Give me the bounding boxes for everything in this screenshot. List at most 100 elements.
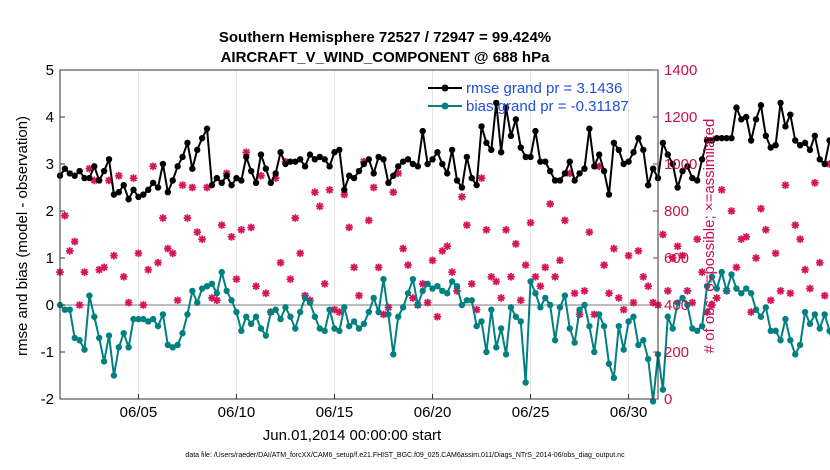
bias-point: [640, 337, 647, 344]
bias-point: [429, 285, 436, 292]
rmse-point: [718, 134, 725, 142]
title-line-1: Southern Hemisphere 72527 / 72947 = 99.4…: [219, 29, 551, 46]
bias-point: [434, 283, 441, 290]
obs-marker: [139, 301, 148, 309]
y-right-tick-label: 800: [664, 203, 689, 220]
obs-marker: [458, 193, 466, 201]
bias-point: [488, 306, 495, 313]
bias-point: [801, 308, 809, 316]
bias-point: [483, 348, 490, 356]
obs-marker: [644, 282, 652, 290]
rmse-point: [649, 165, 657, 172]
obs-marker: [232, 275, 241, 283]
obs-marker: [463, 221, 471, 229]
rmse-point: [689, 174, 696, 182]
obs-marker: [600, 261, 608, 269]
rmse-point: [135, 193, 142, 201]
bias-point: [453, 283, 461, 290]
obs-marker: [291, 214, 300, 222]
obs-marker: [443, 242, 452, 251]
bias-point: [586, 322, 593, 330]
y-right-tick-label: 0: [664, 391, 672, 408]
rmse-point: [664, 151, 671, 158]
bias-point: [105, 332, 113, 339]
bias-point: [267, 308, 274, 316]
rmse-point: [801, 139, 809, 147]
rmse-point: [777, 99, 784, 107]
rmse-point: [522, 153, 529, 161]
obs-marker: [100, 263, 108, 272]
bias-point: [365, 308, 372, 316]
rmse-point: [787, 111, 794, 118]
bias-point: [140, 315, 147, 323]
rmse-point: [512, 116, 520, 123]
bias-point: [703, 283, 711, 290]
plot-area: [60, 70, 658, 399]
rmse-point: [811, 132, 819, 139]
bias-point: [287, 313, 294, 320]
obs-marker: [296, 249, 304, 258]
x-axis-label: Jun.01,2014 00:00:00 start: [263, 427, 442, 444]
obs-marker: [781, 181, 790, 189]
rmse-point: [213, 174, 221, 182]
obs-marker: [742, 233, 751, 241]
bias-point: [346, 322, 353, 330]
x-tick-label: 06/05: [120, 404, 158, 421]
rmse-point: [419, 127, 426, 135]
x-tick-label: 06/20: [414, 404, 452, 421]
bias-point: [218, 268, 225, 276]
obs-marker: [713, 294, 721, 302]
obs-marker: [551, 273, 559, 281]
bias-point: [649, 398, 657, 405]
bias-point: [507, 304, 515, 311]
rmse-point: [336, 146, 343, 154]
rmse-point: [252, 179, 260, 186]
rmse-point: [228, 181, 235, 189]
obs-marker: [110, 251, 118, 260]
rmse-point: [610, 139, 618, 147]
rmse-point: [149, 179, 157, 186]
rmse-point: [743, 113, 750, 121]
bias-point: [782, 315, 789, 323]
bias-point: [164, 341, 172, 349]
rmse-point: [409, 160, 417, 168]
rmse-point: [551, 177, 559, 184]
rmse-point: [331, 149, 338, 156]
obs-marker: [786, 289, 795, 298]
bias-point: [767, 327, 774, 335]
bias-point: [326, 306, 333, 313]
y-right-tick-label: 1400: [664, 62, 697, 79]
bias-point: [306, 299, 314, 306]
bias-point: [816, 325, 823, 332]
rmse-point: [566, 158, 573, 165]
y-left-tick-label: 2: [46, 203, 54, 220]
rmse-point: [96, 177, 103, 184]
rmse-point: [782, 123, 789, 130]
bias-point: [395, 313, 402, 320]
y-left-tick-label: 1: [46, 250, 54, 267]
bias-point: [130, 315, 137, 323]
rmse-point: [507, 132, 515, 139]
bias-point: [512, 313, 520, 320]
rmse-point: [326, 163, 333, 170]
y-right-tick-label: 200: [664, 344, 689, 361]
obs-marker: [448, 268, 456, 276]
obs-marker: [820, 291, 829, 300]
bias-point: [811, 311, 819, 318]
obs-marker: [791, 221, 800, 229]
bias-point: [546, 301, 554, 309]
obs-marker: [516, 296, 525, 305]
bias-point: [380, 275, 387, 283]
bias-point: [292, 325, 299, 332]
rmse-point: [86, 174, 93, 182]
obs-marker: [673, 242, 682, 251]
rmse-point: [821, 160, 828, 168]
obs-marker: [815, 258, 824, 267]
rmse-point: [414, 163, 422, 170]
bias-point: [792, 351, 799, 358]
bias-point: [610, 374, 618, 382]
obs-marker: [164, 244, 172, 253]
rmse-point: [243, 153, 250, 161]
rmse-point: [360, 160, 368, 168]
bias-point: [473, 322, 480, 330]
